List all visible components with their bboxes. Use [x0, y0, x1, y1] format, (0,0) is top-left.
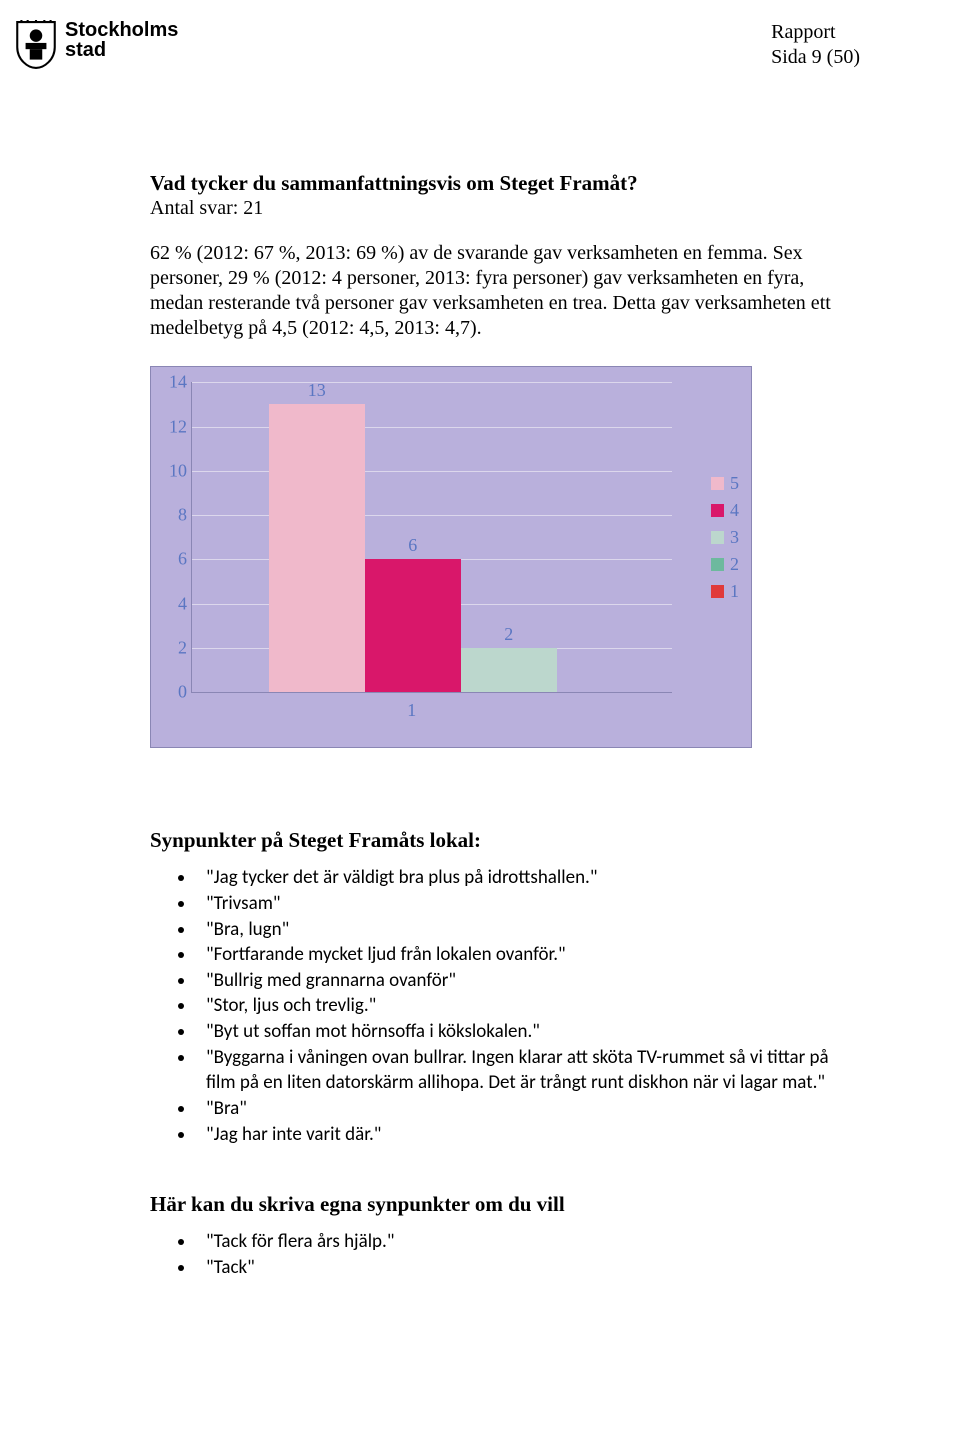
chart-bar: 13 [269, 404, 365, 692]
chart-bar: 6 [365, 559, 461, 692]
chart-legend-item: 3 [711, 527, 739, 548]
chart-plot-area: 1362 [191, 382, 672, 693]
chart-legend-item: 5 [711, 473, 739, 494]
chart-legend: 5 4 3 2 1 [711, 467, 739, 608]
chart-legend-swatch [711, 504, 724, 517]
chart-bar-value: 2 [461, 624, 557, 645]
list-item: "Bra, lugn" [196, 917, 860, 943]
header-meta: Rapport Sida 9 (50) [771, 20, 860, 70]
question-heading: Vad tycker du sammanfattningsvis om Steg… [150, 170, 860, 196]
chart-container: 1362 54321 024681012141 [150, 366, 860, 748]
logo-text: Stockholms stad [65, 20, 178, 60]
answers-count: Antal svar: 21 [150, 196, 860, 221]
chart-bar-value: 6 [365, 535, 461, 556]
list-item: "Tack för flera års hjälp." [196, 1229, 860, 1255]
list-item: "Stor, ljus och trevlig." [196, 993, 860, 1019]
page-header: Stockholms stad Rapport Sida 9 (50) [150, 20, 860, 100]
chart-legend-swatch [711, 558, 724, 571]
chart-legend-item: 4 [711, 500, 739, 521]
chart-ytick-label: 8 [161, 505, 187, 526]
list-item: "Byggarna i våningen ovan bullrar. Ingen… [196, 1045, 860, 1096]
chart-legend-swatch [711, 585, 724, 598]
list-item: "Jag har inte varit där." [196, 1122, 860, 1148]
chart-legend-label: 3 [730, 527, 739, 548]
list-item: "Fortfarande mycket ljud från lokalen ov… [196, 942, 860, 968]
chart-x-label: 1 [402, 700, 422, 721]
logo-line2: stad [65, 40, 178, 60]
chart-ytick-label: 2 [161, 637, 187, 658]
list-item: "Jag tycker det är väldigt bra plus på i… [196, 865, 860, 891]
chart-bar: 2 [461, 648, 557, 692]
chart-ytick-label: 12 [161, 416, 187, 437]
chart-legend-item: 2 [711, 554, 739, 575]
logo-line1: Stockholms [65, 19, 178, 41]
chart-legend-label: 5 [730, 473, 739, 494]
chart-legend-label: 4 [730, 500, 739, 521]
freewrite-list: "Tack för flera års hjälp.""Tack" [150, 1229, 860, 1280]
chart-ytick-label: 0 [161, 682, 187, 703]
freewrite-heading: Här kan du skriva egna synpunkter om du … [150, 1192, 860, 1217]
comments-heading: Synpunkter på Steget Framåts lokal: [150, 828, 860, 853]
comments-list: "Jag tycker det är väldigt bra plus på i… [150, 865, 860, 1147]
logo: Stockholms stad [15, 20, 178, 70]
chart-legend-swatch [711, 531, 724, 544]
chart-bar-value: 13 [269, 380, 365, 401]
chart-ytick-label: 4 [161, 593, 187, 614]
chart-ytick-label: 10 [161, 460, 187, 481]
list-item: "Trivsam" [196, 891, 860, 917]
stockholm-shield-icon [15, 20, 57, 70]
list-item: "Bullrig med grannarna ovanför" [196, 968, 860, 994]
chart-gridline [192, 515, 672, 516]
report-label: Rapport [771, 20, 860, 45]
summary-paragraph: 62 % (2012: 67 %, 2013: 69 %) av de svar… [150, 241, 860, 341]
list-item: "Bra" [196, 1096, 860, 1122]
list-item: "Tack" [196, 1255, 860, 1281]
chart-gridline [192, 427, 672, 428]
chart-legend-label: 2 [730, 554, 739, 575]
chart-gridline [192, 382, 672, 383]
chart-legend-item: 1 [711, 581, 739, 602]
chart-ytick-label: 6 [161, 549, 187, 570]
chart-legend-label: 1 [730, 581, 739, 602]
bar-chart: 1362 54321 024681012141 [150, 366, 752, 748]
chart-gridline [192, 471, 672, 472]
chart-ytick-label: 14 [161, 372, 187, 393]
page-number: Sida 9 (50) [771, 45, 860, 70]
question-block: Vad tycker du sammanfattningsvis om Steg… [150, 170, 860, 341]
chart-legend-swatch [711, 477, 724, 490]
list-item: "Byt ut soffan mot hörnsoffa i kökslokal… [196, 1019, 860, 1045]
